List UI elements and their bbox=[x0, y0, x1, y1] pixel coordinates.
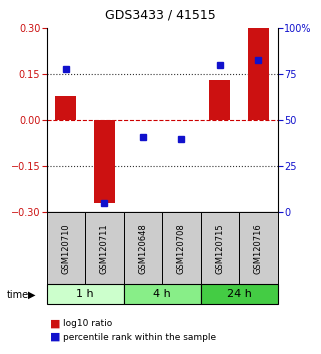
Text: 24 h: 24 h bbox=[227, 289, 252, 299]
Bar bbox=[47, 284, 124, 304]
Text: 1 h: 1 h bbox=[76, 289, 94, 299]
Bar bbox=[124, 212, 162, 285]
Bar bbox=[201, 212, 239, 285]
Text: ■: ■ bbox=[50, 319, 60, 329]
Text: log10 ratio: log10 ratio bbox=[63, 319, 112, 329]
Bar bbox=[47, 212, 85, 285]
Bar bbox=[55, 96, 76, 120]
Bar bbox=[85, 212, 124, 285]
Text: 4 h: 4 h bbox=[153, 289, 171, 299]
Bar bbox=[94, 120, 115, 203]
Text: GSM120716: GSM120716 bbox=[254, 223, 263, 274]
Bar bbox=[162, 212, 201, 285]
Text: GSM120648: GSM120648 bbox=[138, 223, 147, 274]
Text: percentile rank within the sample: percentile rank within the sample bbox=[63, 332, 216, 342]
Bar bbox=[201, 284, 278, 304]
Bar bbox=[124, 284, 201, 304]
Bar bbox=[239, 212, 278, 285]
Text: GSM120708: GSM120708 bbox=[177, 223, 186, 274]
Text: GSM120710: GSM120710 bbox=[61, 223, 70, 274]
Text: GSM120711: GSM120711 bbox=[100, 223, 109, 274]
Text: time: time bbox=[6, 290, 29, 299]
Bar bbox=[209, 80, 230, 120]
Text: ■: ■ bbox=[50, 332, 60, 342]
Text: GDS3433 / 41515: GDS3433 / 41515 bbox=[105, 9, 216, 22]
Text: ▶: ▶ bbox=[28, 290, 36, 299]
Text: GSM120715: GSM120715 bbox=[215, 223, 224, 274]
Bar bbox=[248, 28, 269, 120]
